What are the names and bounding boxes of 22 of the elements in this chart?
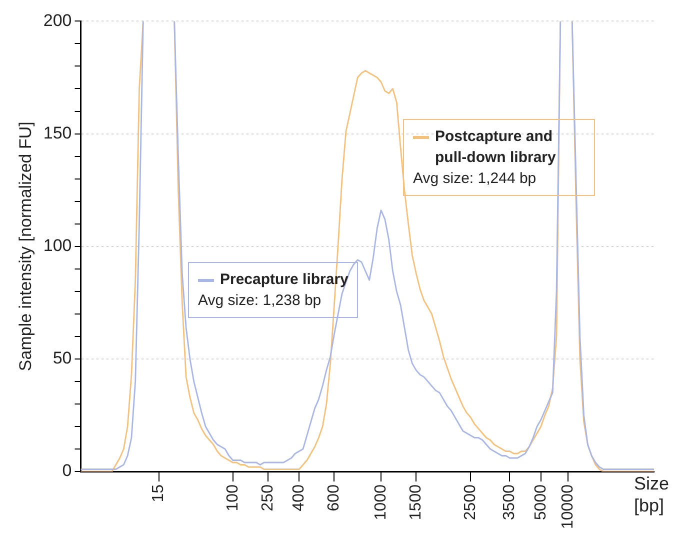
x-tick-label: 250: [259, 484, 276, 512]
y-tick-label: 100: [43, 236, 72, 256]
x-tick-label: 1000: [372, 484, 390, 520]
x-tick-label: 600: [326, 484, 343, 512]
annotation: Avg size: 1,244 bp: [413, 169, 538, 189]
y-tick-label: 200: [43, 10, 72, 30]
y-tick-label: 0: [62, 461, 72, 480]
x-axis-title: Size [bp]: [634, 473, 670, 516]
y-tick-label: 150: [43, 123, 72, 142]
x-tick-label: 10000: [560, 484, 577, 530]
x-tick-label: 1500: [408, 484, 425, 520]
x-tick-label: 15: [150, 484, 168, 502]
x-tick-label: 3500: [501, 484, 518, 520]
y-axis-title: Sample intensity [normalized FU]: [16, 122, 35, 372]
x-tick-label: 400: [290, 484, 308, 512]
x-tick-label: 100: [224, 484, 242, 512]
annotation: Avg size: 1,238 bp: [198, 291, 322, 311]
x-tick-label: 5000: [532, 484, 550, 520]
legend-label: Postcapture and pull-down library: [435, 127, 557, 168]
label-box: Postcapture and pull-down library Avg size: 1,244 bp: [403, 119, 595, 196]
y-tick-label: 50: [52, 348, 72, 368]
x-tick-label: 2500: [462, 484, 480, 520]
